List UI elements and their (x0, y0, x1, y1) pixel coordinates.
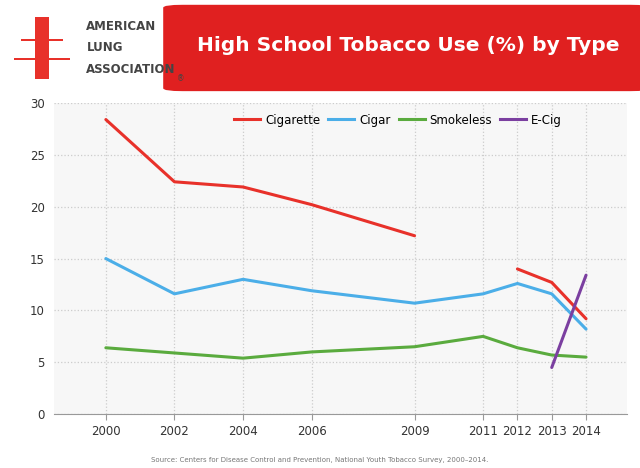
FancyBboxPatch shape (163, 5, 640, 91)
Text: LUNG: LUNG (86, 42, 123, 54)
Text: AMERICAN: AMERICAN (86, 21, 157, 33)
Text: Source: Centers for Disease Control and Prevention, National Youth Tobacco Surve: Source: Centers for Disease Control and … (151, 457, 489, 463)
Legend: Cigarette, Cigar, Smokeless, E-Cig: Cigarette, Cigar, Smokeless, E-Cig (230, 109, 566, 132)
Bar (14, 58, 70, 60)
Text: ®: ® (177, 74, 185, 83)
Bar (35, 17, 49, 79)
Bar (21, 39, 63, 41)
Text: ASSOCIATION: ASSOCIATION (86, 63, 176, 75)
Text: High School Tobacco Use (%) by Type: High School Tobacco Use (%) by Type (197, 36, 620, 55)
